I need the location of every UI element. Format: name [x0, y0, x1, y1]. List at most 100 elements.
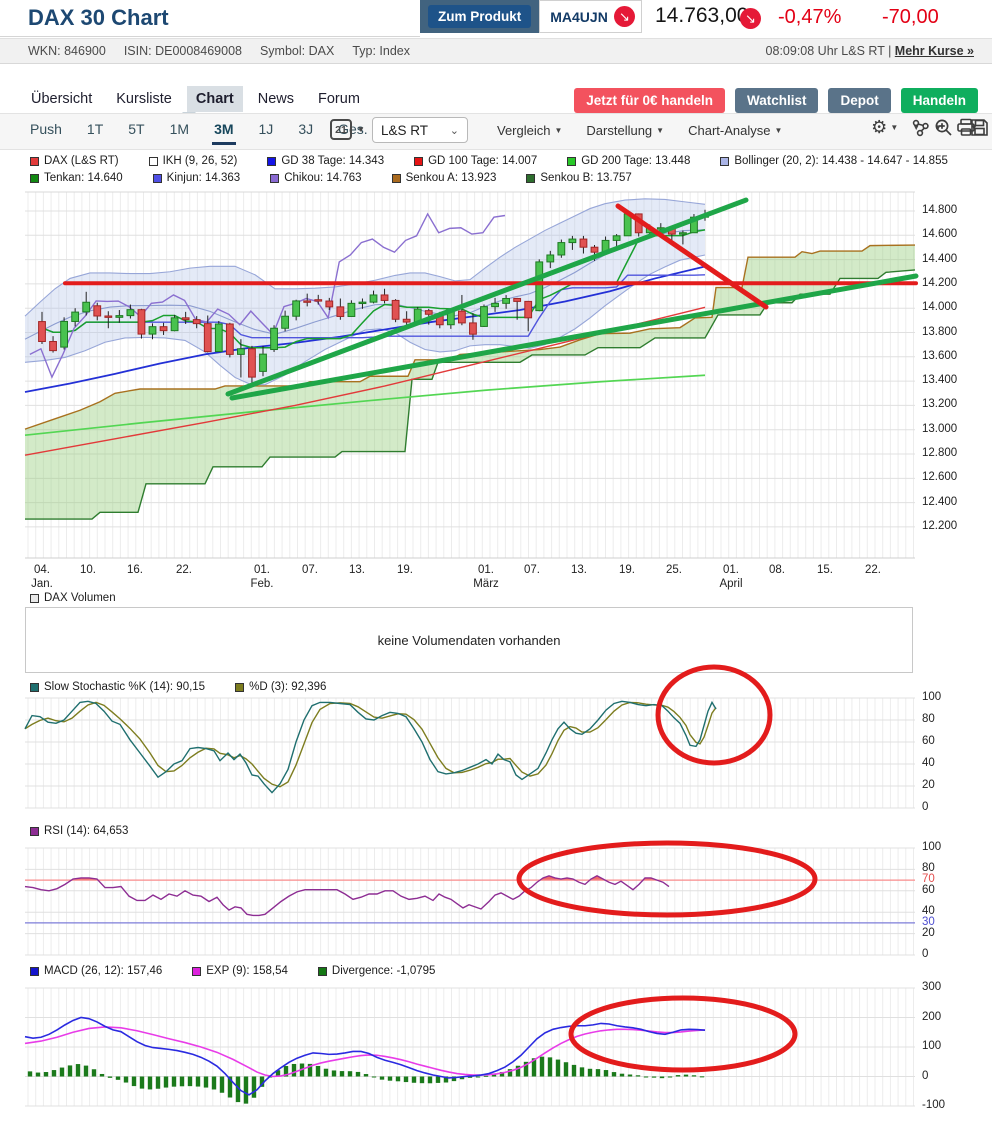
legend-label: GD 38 Tage: 14.343: [281, 155, 385, 167]
price-axis-label: 14.200: [922, 276, 958, 289]
legend-swatch: [526, 173, 536, 183]
date-axis-label: 10.: [80, 564, 96, 576]
period-1j[interactable]: 1J: [258, 121, 274, 137]
price-axis-label: 14.800: [922, 204, 958, 216]
tab-forum[interactable]: Forum: [318, 91, 360, 107]
chart-toolbar: [0, 113, 992, 150]
isin-value: ISIN: DE0008469008: [123, 44, 242, 58]
gear-icon[interactable]: ⚙ ▼: [871, 117, 899, 137]
price-axis-label: 13.200: [922, 398, 958, 411]
menu-vergleich[interactable]: Vergleich ▼: [497, 123, 563, 138]
zoom-in-icon[interactable]: ▼: [934, 119, 952, 136]
rsi-axis-label: 60: [922, 883, 935, 896]
period-1m[interactable]: 1M: [169, 121, 190, 137]
macd-axis-label: 200: [922, 1010, 942, 1023]
stoch-legend-item: %D (3): 92,396: [235, 681, 326, 693]
date-axis-label: 01. April: [719, 564, 743, 590]
price-down-arrow-icon: ↘: [740, 8, 761, 29]
menu-darstellung[interactable]: Darstellung ▼: [586, 123, 665, 138]
save-icon[interactable]: ▼: [970, 119, 988, 136]
main-legend-item: IKH (9, 26, 52): [148, 155, 238, 167]
legend-label: Slow Stochastic %K (14): 90,15: [44, 681, 206, 693]
rsi-axis-label: 100: [922, 841, 942, 853]
stoch-axis-label: 0: [922, 801, 929, 813]
quote-time: 08:09:08 Uhr L&S RT |: [765, 44, 895, 58]
period-push[interactable]: Push: [30, 121, 62, 137]
legend-swatch: [192, 966, 202, 976]
period-3j[interactable]: 3J: [298, 121, 314, 137]
main-legend-item: Chikou: 14.763: [270, 172, 362, 184]
date-axis-label: 15.: [817, 564, 833, 576]
macd-axis-label: 0: [922, 1069, 929, 1082]
tab-news[interactable]: News: [257, 91, 294, 107]
price-axis-label: 13.800: [922, 325, 958, 338]
rsi-legend-item: RSI (14): 64,653: [30, 825, 128, 837]
down-arrow-icon: ↘: [614, 6, 635, 27]
zum-produkt-button[interactable]: Zum Produkt: [428, 5, 532, 28]
period-selector: Push 1T 5T 1M 3M 1J 3J Ges.: [30, 121, 368, 145]
legend-label: GD 200 Tage: 13.448: [581, 155, 691, 167]
wkn-value: WKN: 846900: [28, 44, 106, 58]
main-legend-item: DAX (L&S RT): [30, 155, 119, 167]
legend-swatch: [152, 173, 162, 183]
price-axis-label: 12.600: [922, 471, 958, 484]
change-percent: -0,47%: [778, 6, 842, 28]
nav-actions: Jetzt für 0€ handeln Watchlist Depot Handel…: [574, 88, 978, 113]
change-absolute: -70,00: [882, 6, 939, 28]
main-legend-item: GD 38 Tage: 14.343: [267, 155, 384, 167]
period-5t[interactable]: 5T: [128, 121, 145, 137]
calendar-icon: 21: [330, 119, 352, 140]
tab-übersicht[interactable]: Übersicht: [31, 91, 93, 107]
menu-chart-analyse[interactable]: Chart-Analyse ▼: [688, 123, 783, 138]
stoch-axis-label: 100: [922, 691, 942, 703]
legend-swatch: [30, 156, 39, 166]
price-axis-label: 12.800: [922, 447, 958, 459]
feed-select[interactable]: L&S RT ⌄: [372, 117, 468, 143]
legend-label: Tenkan: 14.640: [44, 172, 123, 184]
stoch-axis-label: 60: [922, 735, 935, 747]
period-1t[interactable]: 1T: [86, 121, 104, 137]
date-axis-label: 25.: [666, 564, 682, 576]
main-price-chart[interactable]: [0, 190, 992, 562]
price-axis-label: 12.200: [922, 519, 958, 532]
legend-label: %D (3): 92,396: [249, 681, 327, 693]
legend-swatch: [30, 826, 39, 836]
main-legend-item: Bollinger (20, 2): 14.438 - 14.647 - 14.…: [720, 155, 948, 167]
mehr-kurse-link[interactable]: Mehr Kurse »: [894, 44, 974, 58]
handeln-button[interactable]: Handeln: [900, 88, 978, 113]
legend-swatch: [317, 966, 327, 976]
legend-label: EXP (9): 158,54: [206, 965, 288, 977]
title-divider: [0, 36, 420, 37]
rsi-axis-label: 80: [922, 862, 935, 875]
price-axis-label: 14.600: [922, 228, 958, 241]
depot-button[interactable]: Depot: [828, 88, 891, 113]
tab-chart[interactable]: Chart: [186, 86, 243, 112]
tab-kursliste[interactable]: Kursliste: [116, 91, 172, 107]
chart-legend-row-1: DAX (L&S RT) IKH (9, 26, 52) GD 38 Tage: 1…: [30, 155, 948, 167]
main-legend-item: Kinjun: 14.363: [152, 172, 241, 184]
rsi-chart[interactable]: [0, 845, 992, 958]
period-3m[interactable]: 3M: [212, 121, 237, 145]
calendar-button[interactable]: 21 ▼: [330, 119, 365, 140]
feed-select-value: L&S RT: [381, 122, 429, 138]
watchlist-button[interactable]: Watchlist: [734, 88, 819, 113]
wkn-badge-box[interactable]: MA4UJN ↘: [539, 0, 642, 33]
legend-swatch: [30, 173, 39, 183]
stochastic-chart[interactable]: [0, 695, 992, 813]
period-ges[interactable]: Ges.: [338, 121, 368, 137]
trade-free-button[interactable]: Jetzt für 0€ handeln: [574, 88, 725, 113]
legend-label: IKH (9, 26, 52): [162, 155, 238, 167]
nav-tabs: Übersicht Kursliste Chart News Forum: [22, 86, 369, 112]
price-axis-label: 13.400: [922, 374, 958, 387]
date-axis-label: 07.: [524, 564, 540, 576]
macd-chart[interactable]: [0, 985, 992, 1108]
symbol-value: Symbol: DAX: [259, 44, 335, 58]
share-icon[interactable]: ▼: [912, 119, 929, 136]
volume-legend-label: DAX Volumen: [44, 592, 116, 604]
main-legend-item: GD 200 Tage: 13.448: [567, 155, 690, 167]
rsi-axis-label: 20: [922, 926, 935, 939]
date-axis-label: 13.: [349, 564, 365, 576]
legend-label: Kinjun: 14.363: [166, 172, 241, 184]
macd-axis-label: 100: [922, 1040, 942, 1052]
stoch-axis-label: 80: [922, 713, 935, 725]
